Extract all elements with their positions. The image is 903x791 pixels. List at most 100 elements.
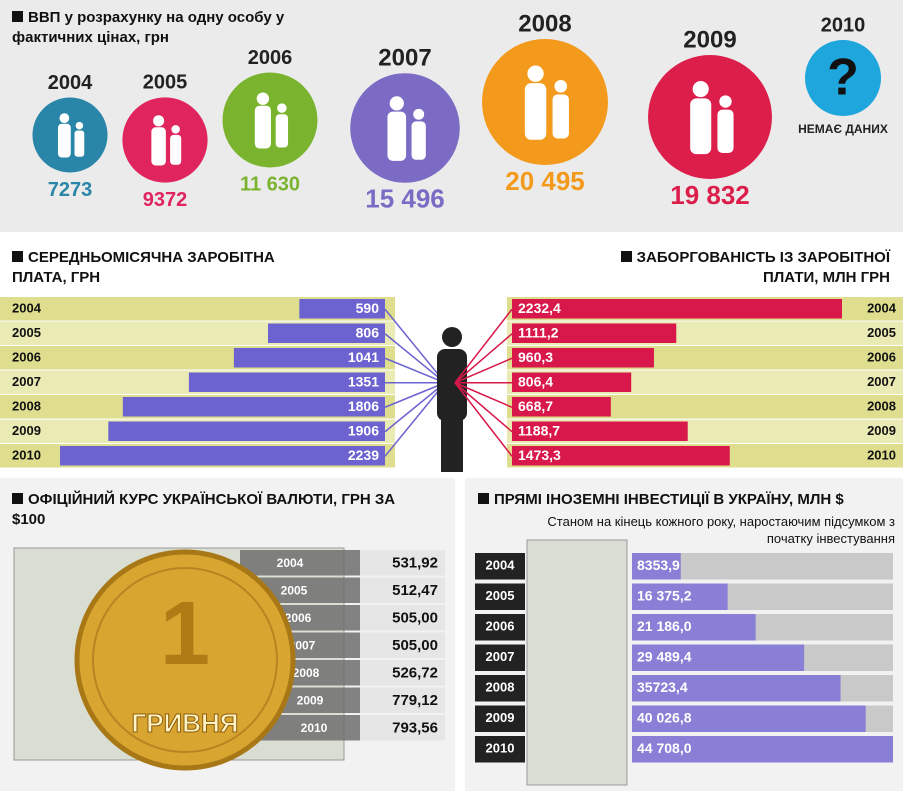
bar (108, 422, 385, 442)
year-label: 2010 (821, 14, 866, 36)
year-label: 2008 (486, 680, 515, 695)
year-label: 2007 (867, 374, 896, 389)
value-label: 1473,3 (518, 447, 561, 463)
year-label: 2004 (48, 72, 93, 94)
figure-head (390, 96, 404, 110)
value-label: 1041 (348, 349, 379, 365)
figure-body (437, 349, 467, 421)
figure-body (412, 121, 426, 159)
year-label: 2005 (281, 583, 308, 597)
year-label: 2005 (143, 72, 188, 94)
infographic: 2004727320059372200611 630200715 4962008… (0, 0, 903, 791)
year-label: 2004 (486, 558, 516, 573)
value-label: 15 496 (365, 184, 445, 214)
figure-head (76, 122, 84, 130)
value-label: 806,4 (518, 373, 553, 389)
value-label: 19 832 (670, 180, 750, 210)
year-label: 2008 (293, 666, 320, 680)
coin-label: ГРИВНЯ (131, 708, 238, 738)
value-label: 668,7 (518, 398, 553, 414)
value-label: 7273 (48, 179, 93, 201)
year-label: 2010 (301, 721, 328, 735)
figure-head (413, 109, 424, 120)
figure-body (255, 106, 271, 149)
value-label: 793,56 (392, 720, 438, 737)
chart-title: ВВП у розрахунку на одну особу у фактичн… (12, 8, 342, 48)
banknote (527, 540, 627, 785)
chart-title: ПРЯМІ ІНОЗЕМНІ ІНВЕСТИЦІЇ В УКРАЇНУ, МЛН… (478, 490, 898, 510)
year-label: 2006 (486, 619, 515, 634)
figure-head (554, 80, 567, 93)
bar (123, 397, 385, 417)
figure-head (171, 125, 180, 134)
year-label: 2006 (867, 350, 896, 365)
value-label: 806 (356, 324, 380, 340)
figure-head (277, 103, 286, 112)
year-label: 2009 (867, 423, 896, 438)
year-label: 2006 (248, 47, 293, 69)
chart-title: ЗАБОРГОВАНІСТЬ ІЗ ЗАРОБІТНОЇ ПЛАТИ, МЛН … (590, 248, 890, 288)
value-label: 1906 (348, 422, 379, 438)
year-label: 2004 (12, 301, 42, 316)
value-label: 1111,2 (518, 324, 559, 340)
year-label: 2007 (12, 374, 41, 389)
year-label: 2005 (867, 325, 896, 340)
figure-body (276, 114, 288, 147)
year-label: 2010 (867, 448, 896, 463)
chart: 2004727320059372200611 630200715 4962008… (0, 0, 903, 791)
value-label: 779,12 (392, 692, 438, 709)
chart-title: ОФІЦІЙНИЙ КУРС УКРАЇНСЬКОЇ ВАЛЮТИ, ГРН З… (12, 490, 412, 530)
figure-head (719, 95, 731, 107)
chart-title: СЕРЕДНЬОМІСЯЧНА ЗАРОБІТНА ПЛАТА, ГРН (12, 248, 302, 288)
figure-body (151, 127, 165, 165)
bar (60, 446, 385, 466)
figure-body (170, 135, 181, 165)
year-label: 2010 (486, 741, 515, 756)
value-label: 505,00 (392, 637, 438, 654)
value-label: 2232,4 (518, 300, 561, 316)
year-label: 2009 (297, 693, 324, 707)
year-label: 2007 (378, 45, 431, 72)
value-label: 505,00 (392, 610, 438, 627)
figure-body (387, 112, 406, 161)
year-label: 2008 (867, 399, 896, 414)
year-label: 2009 (12, 423, 41, 438)
value-label: 2239 (348, 447, 379, 463)
figure-head (442, 327, 462, 347)
value-label: 21 186,0 (637, 618, 692, 634)
value-label: 35723,4 (637, 679, 688, 695)
value-label: 11 630 (240, 174, 300, 196)
year-label: 2004 (277, 556, 304, 570)
figure-head (693, 81, 709, 97)
value-label: 8353,9 (637, 557, 680, 573)
year-label: 2009 (683, 26, 736, 53)
value-label: 512,47 (392, 582, 438, 599)
chart-subtitle: Станом на кінець кожного року, наростаюч… (520, 513, 895, 547)
year-label: 2004 (867, 301, 897, 316)
value-label: 20 495 (505, 166, 585, 196)
figure-body (717, 110, 733, 153)
question-mark: ? (827, 49, 859, 107)
year-label: 2007 (486, 649, 515, 664)
bar (512, 299, 842, 319)
figure-body (75, 130, 85, 156)
figure-head (257, 92, 269, 104)
year-label: 2005 (486, 588, 515, 603)
value-label: 16 375,2 (637, 587, 692, 603)
year-label: 2008 (12, 399, 41, 414)
year-label: 2006 (12, 350, 41, 365)
coin-value: 1 (160, 584, 210, 684)
value-label: 1351 (348, 373, 379, 389)
value-label: 526,72 (392, 665, 438, 682)
value-label: 40 026,8 (637, 709, 692, 725)
figure-head (59, 113, 69, 123)
value-label: 1806 (348, 398, 379, 414)
year-label: 2005 (12, 325, 41, 340)
value-label: 1188,7 (518, 422, 560, 438)
value-label: 44 708,0 (637, 740, 692, 756)
figure-body (553, 94, 569, 138)
value-label: 29 489,4 (637, 648, 692, 664)
value-label: 960,3 (518, 349, 553, 365)
value-label: 590 (356, 300, 380, 316)
figure-body (690, 98, 711, 154)
